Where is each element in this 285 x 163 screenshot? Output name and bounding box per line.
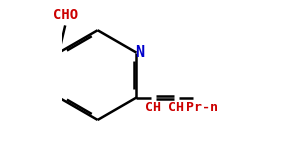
Text: N: N xyxy=(135,45,144,60)
Text: CHO: CHO xyxy=(53,8,78,22)
Text: Pr-n: Pr-n xyxy=(186,101,218,114)
Text: CH: CH xyxy=(144,101,160,114)
Text: CH: CH xyxy=(168,101,184,114)
